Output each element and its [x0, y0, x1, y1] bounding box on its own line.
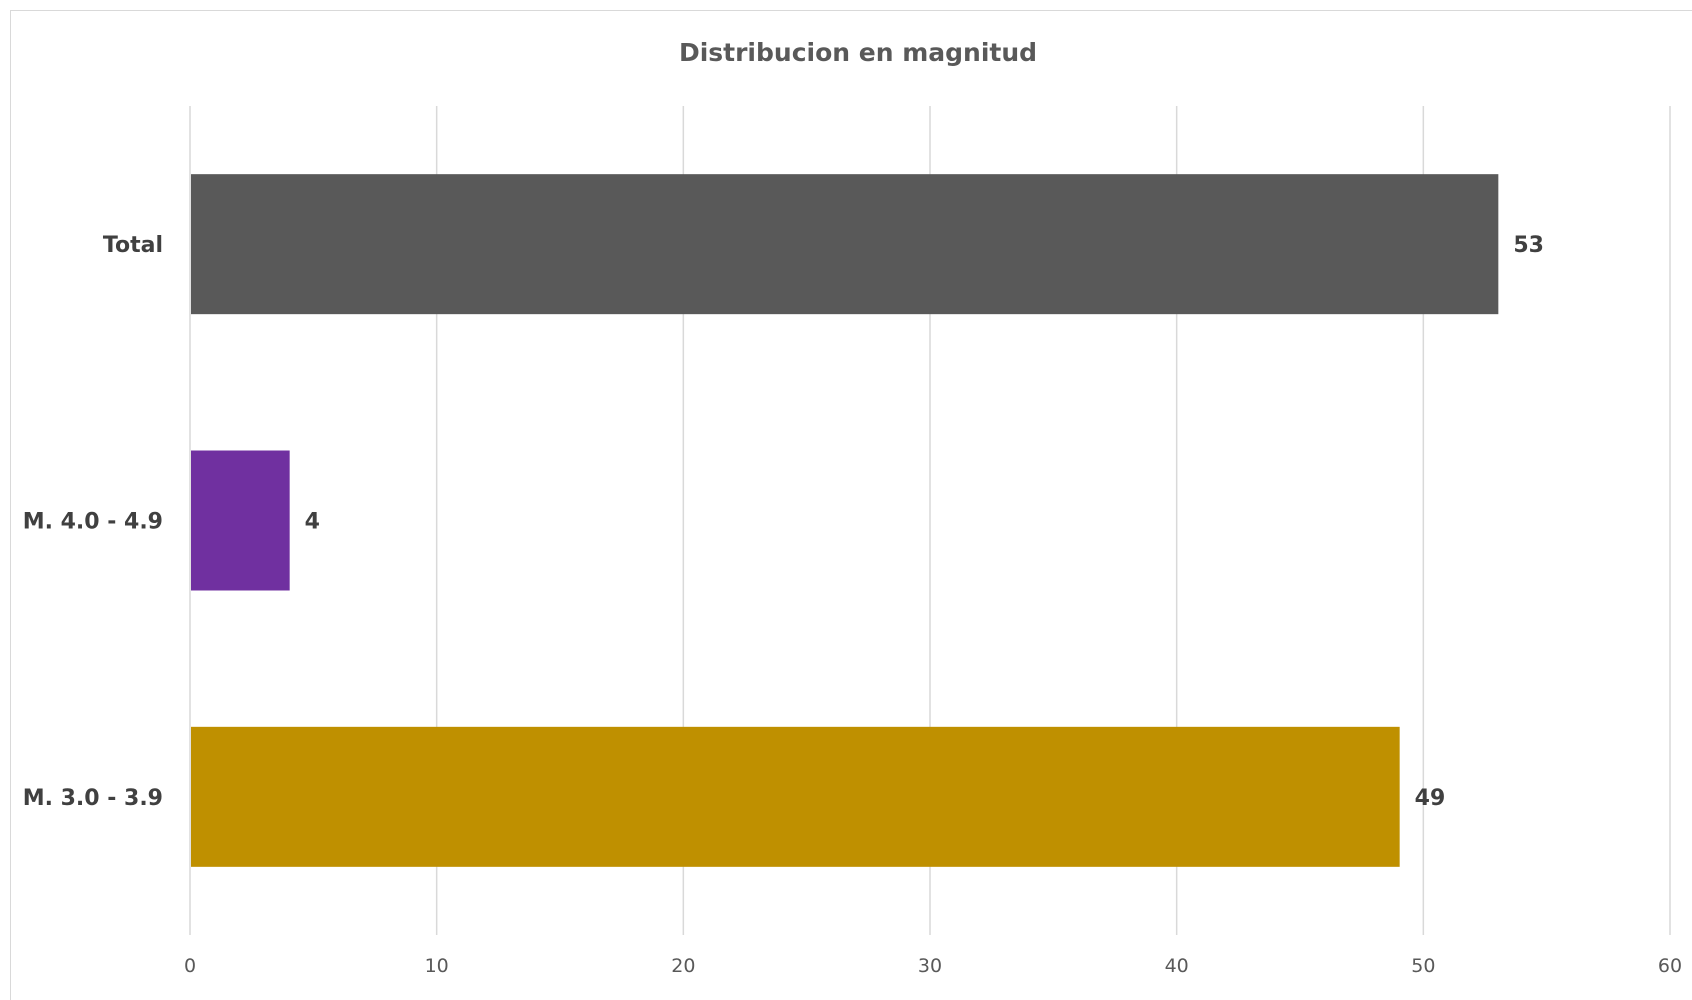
x-tick-label: 10 — [425, 955, 449, 977]
bar — [191, 726, 1400, 867]
x-tick-label: 30 — [918, 955, 942, 977]
data-label: 53 — [1513, 233, 1544, 258]
data-label: 4 — [305, 510, 320, 535]
x-tick-label: 40 — [1165, 955, 1189, 977]
bar — [191, 450, 290, 591]
labels: 0 10 20 30 40 50 60 Total 53 M. 4.0 - 4.9 4 M. 3.0 … — [23, 233, 1682, 977]
category-label: M. 3.0 - 3.9 — [23, 786, 163, 811]
bar — [191, 174, 1499, 315]
category-label: Total — [103, 233, 163, 258]
x-tick-label: 20 — [671, 955, 695, 977]
x-tick-label: 0 — [184, 955, 196, 977]
data-label: 49 — [1415, 786, 1446, 811]
category-label: M. 4.0 - 4.9 — [23, 510, 163, 535]
bars — [191, 174, 1499, 867]
chart-title: Distribucion en magnitud — [679, 38, 1037, 67]
chart-frame — [10, 10, 1692, 1000]
x-tick-label: 60 — [1658, 955, 1682, 977]
x-tick-label: 50 — [1411, 955, 1435, 977]
